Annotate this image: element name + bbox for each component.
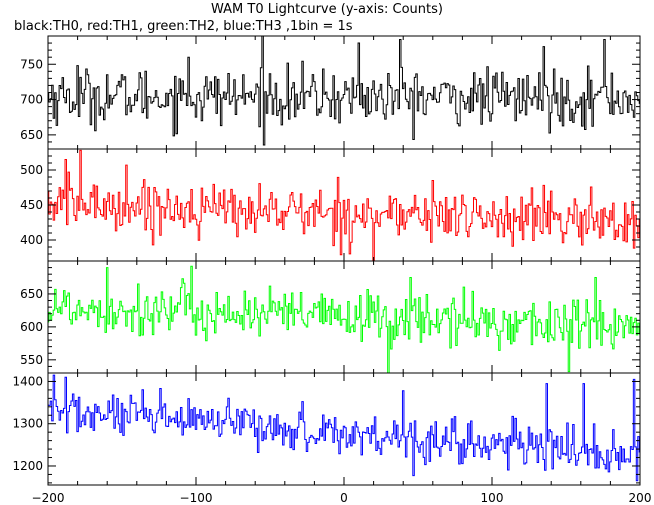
panel-th0: 650 700 750	[20, 35, 641, 150]
panel-th1: 400 450 500	[20, 148, 641, 262]
x-tick-label: −100	[180, 491, 213, 505]
series-line-th3	[48, 374, 640, 482]
chart-title: WAM T0 Lightcurve (y-axis: Counts)	[211, 2, 443, 17]
panel-frame-th2	[47, 260, 641, 374]
y-tick-label: 450	[20, 198, 43, 212]
y-tick-label: 700	[20, 93, 43, 107]
y-tick-label: 1400	[12, 374, 43, 388]
y-tick-label: 600	[20, 320, 43, 334]
y-tick-label: 750	[20, 57, 43, 71]
x-tick-label: 100	[481, 491, 504, 505]
series-line-th0	[48, 36, 640, 146]
y-tick-label: 550	[20, 353, 43, 367]
y-tick-label: 400	[20, 233, 43, 247]
x-tick-label: −200	[32, 491, 65, 505]
y-tick-label: 1200	[12, 459, 43, 473]
x-tick-label: 0	[340, 491, 348, 505]
x-tick-label: 200	[629, 491, 652, 505]
panel-frame-th3	[47, 372, 641, 486]
panel-th2: 550 600 650	[20, 260, 641, 374]
series-line-th1	[48, 149, 640, 261]
series-line-th2	[48, 265, 640, 373]
y-tick-label: 1300	[12, 417, 43, 431]
panel-th3: 1200 1300 1400	[12, 372, 641, 486]
chart-subtitle: black:TH0, red:TH1, green:TH2, blue:TH3 …	[14, 19, 353, 34]
y-tick-label: 650	[20, 287, 43, 301]
panel-frame-th1	[47, 148, 641, 262]
y-tick-label: 500	[20, 163, 43, 177]
y-tick-label: 650	[20, 128, 43, 142]
panel-frame-th0	[47, 35, 641, 150]
